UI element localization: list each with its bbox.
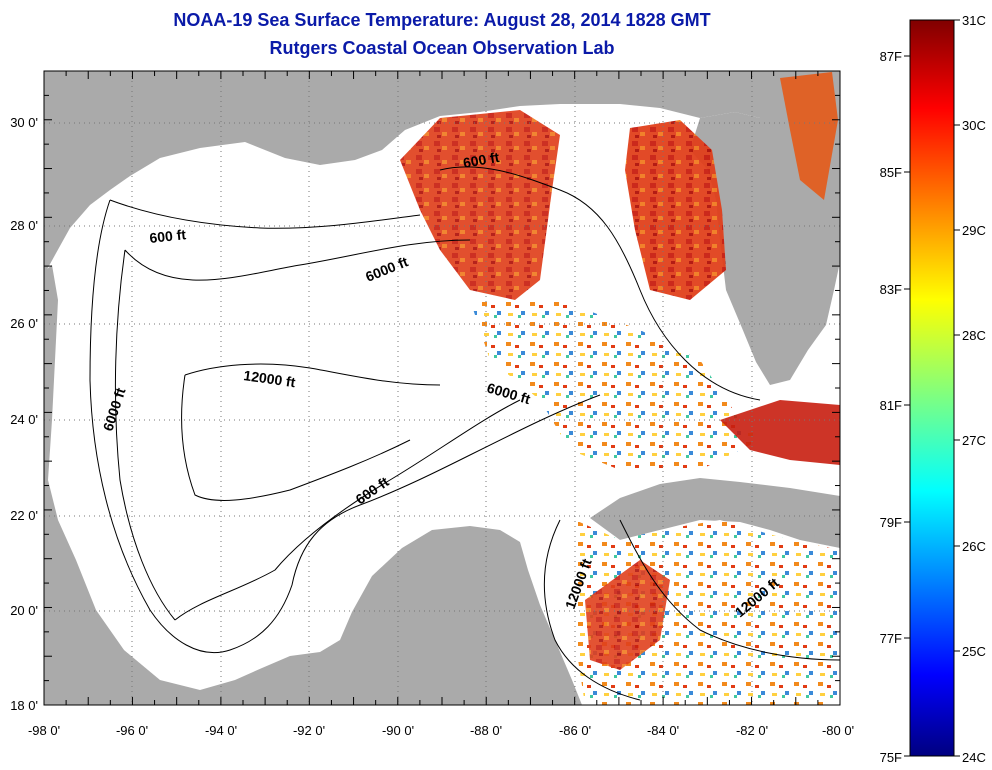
- cuba-land: [590, 478, 840, 548]
- map-title: NOAA-19 Sea Surface Temperature: August …: [173, 10, 711, 30]
- colorbar-c-label: 27C: [962, 433, 986, 448]
- contour-yucatan: [543, 519, 840, 701]
- bathymetry-contours: [89, 166, 840, 701]
- contour-label-12000ft: 12000 ft: [243, 367, 297, 390]
- lon-tick-label: -92 0': [293, 723, 325, 738]
- colorbar: 31C 30C 29C 28C 27C 26C 25C 24C 87F 85F …: [880, 13, 986, 765]
- lon-tick-label: -98 0': [28, 723, 60, 738]
- lat-tick-label: 24 0': [10, 412, 38, 427]
- contour-label-600ft-ne: 600 ft: [462, 149, 501, 171]
- sst-swath-central: [470, 300, 760, 470]
- colorbar-c-label: 31C: [962, 13, 986, 28]
- lon-tick-label: -84 0': [647, 723, 679, 738]
- axis-ticks: [43, 70, 841, 706]
- colorbar-f-label: 83F: [880, 282, 902, 297]
- longitude-axis: -98 0' -96 0' -94 0' -92 0' -90 0' -88 0…: [28, 723, 854, 738]
- contour-12000ft: [181, 363, 441, 501]
- us-gulf-coast-land: [44, 71, 760, 275]
- colorbar-c-label: 25C: [962, 644, 986, 659]
- sst-florida-shelf: [625, 120, 726, 300]
- map-subtitle: Rutgers Coastal Ocean Observation Lab: [269, 38, 615, 58]
- lon-tick-label: -80 0': [822, 723, 854, 738]
- contour-600ft: [89, 199, 601, 654]
- colorbar-c-label: 24C: [962, 750, 986, 765]
- lon-tick-label: -88 0': [470, 723, 502, 738]
- colorbar-c-label: 28C: [962, 328, 986, 343]
- lon-tick-label: -86 0': [559, 723, 591, 738]
- lat-tick-label: 20 0': [10, 603, 38, 618]
- colorbar-f-label: 75F: [880, 750, 902, 765]
- lon-tick-label: -82 0': [736, 723, 768, 738]
- colorbar-c-label: 26C: [962, 539, 986, 554]
- colorbar-f-label: 79F: [880, 515, 902, 530]
- lon-tick-label: -94 0': [205, 723, 237, 738]
- sst-keys: [720, 400, 840, 465]
- graticule: [44, 71, 840, 705]
- lat-tick-label: 30 0': [10, 115, 38, 130]
- sst-atlantic: [780, 72, 838, 200]
- contour-label-600ft-west: 600 ft: [149, 226, 187, 246]
- contour-6000ft: [114, 239, 521, 621]
- mexico-land: [44, 265, 582, 705]
- lat-tick-label: 28 0': [10, 218, 38, 233]
- colorbar-c-label: 29C: [962, 223, 986, 238]
- lon-tick-label: -90 0': [382, 723, 414, 738]
- lon-tick-label: -96 0': [116, 723, 148, 738]
- colorbar-f-label: 81F: [880, 398, 902, 413]
- colorbar-ticks: [904, 19, 960, 757]
- colorbar-f-label: 77F: [880, 631, 902, 646]
- lat-tick-label: 18 0': [10, 698, 38, 713]
- contour-east-shelf: [439, 166, 761, 401]
- colorbar-c-label: 30C: [962, 118, 986, 133]
- sst-swath-north: [400, 110, 560, 300]
- lat-tick-label: 22 0': [10, 508, 38, 523]
- lat-tick-label: 26 0': [10, 316, 38, 331]
- colorbar-f-label: 85F: [880, 165, 902, 180]
- latitude-axis: 18 0' 20 0' 22 0' 24 0' 26 0' 28 0' 30 0…: [10, 115, 38, 713]
- sst-yucatan-patch: [585, 560, 670, 670]
- colorbar-f-label: 87F: [880, 49, 902, 64]
- colorbar-gradient: [909, 19, 955, 757]
